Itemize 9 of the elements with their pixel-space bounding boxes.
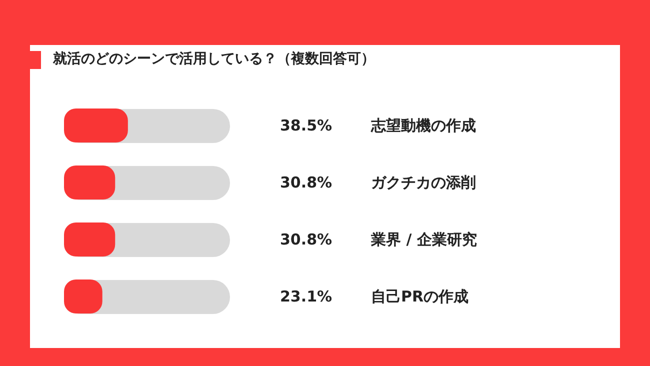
data-label: 30.8%: [280, 174, 332, 192]
data-label: 38.5%: [280, 116, 332, 134]
chart-title: 就活のどのシーンで活用している？（複数回答可）: [53, 50, 375, 68]
y-tick-label: 自己PRの作成: [371, 288, 469, 306]
y-tick-label: ガクチカの添削: [371, 174, 476, 192]
data-label: 30.8%: [280, 230, 332, 248]
y-tick-label: 業界 / 企業研究: [370, 230, 477, 248]
data-label: 23.1%: [280, 288, 332, 306]
y-tick-label: 志望動機の作成: [370, 116, 476, 134]
